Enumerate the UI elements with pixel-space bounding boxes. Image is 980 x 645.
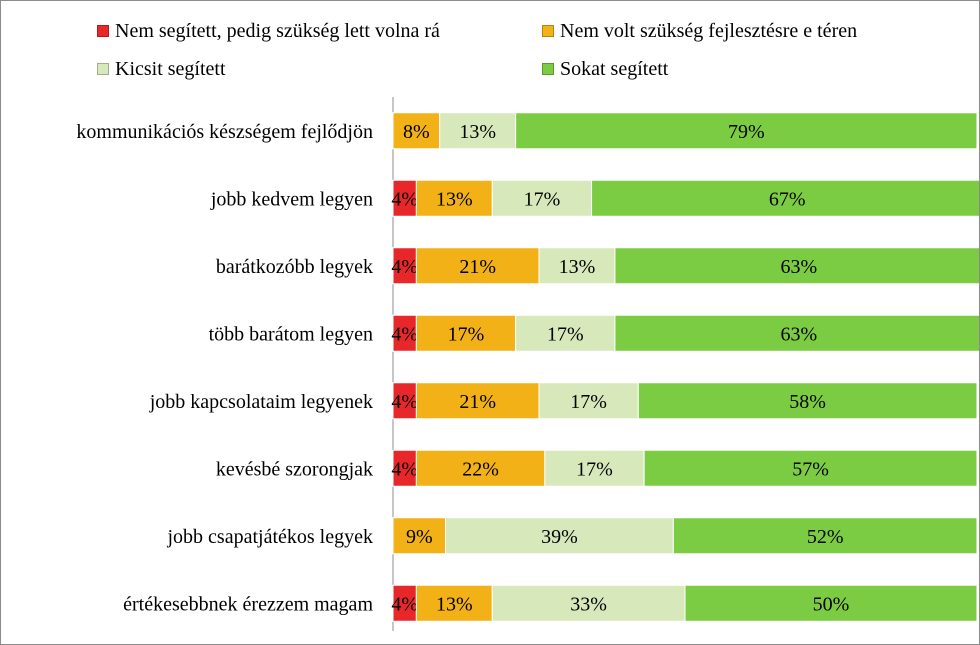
bar-segment-nem-volt-sz-ks-g-fejleszt-sre-e-t-ren xyxy=(415,382,540,420)
data-label: 4% xyxy=(391,256,418,278)
data-label: 17% xyxy=(524,188,561,210)
data-label: 22% xyxy=(462,458,499,480)
category-label: jobb kedvem legyen xyxy=(210,188,373,210)
bar-segment-kicsit-seg-tett xyxy=(544,449,645,487)
category-label: több barátom legyen xyxy=(209,323,373,345)
bar-segment-kicsit-seg-tett xyxy=(538,247,616,285)
data-label: 50% xyxy=(813,593,850,615)
data-label: 57% xyxy=(792,458,829,480)
data-label: 4% xyxy=(391,593,418,615)
bar-segment-nem-volt-sz-ks-g-fejleszt-sre-e-t-ren xyxy=(415,584,493,622)
data-label: 21% xyxy=(459,391,496,413)
bar-segment-sokat-seg-tett xyxy=(591,179,979,217)
legend-label: Sokat segített xyxy=(560,57,669,80)
bar-segment-sokat-seg-tett xyxy=(614,247,979,285)
data-label: 4% xyxy=(391,188,418,210)
data-label: 4% xyxy=(391,391,418,413)
bar-segment-kicsit-seg-tett xyxy=(491,179,593,217)
legend-item-helped-much: Sokat segített xyxy=(542,57,669,80)
legend-item-not-helped-needed: Nem segített, pedig szükség lett volna r… xyxy=(97,19,440,42)
legend-item-no-need: Nem volt szükség fejlesztésre e téren xyxy=(542,19,858,42)
legend-item-helped-little: Kicsit segített xyxy=(97,57,226,80)
data-label: 52% xyxy=(807,526,844,548)
data-label: 9% xyxy=(406,526,433,548)
bar-segment-kicsit-seg-tett xyxy=(515,314,616,352)
category-label: barátkozóbb legyek xyxy=(216,256,373,278)
data-label: 33% xyxy=(570,593,607,615)
data-label: 79% xyxy=(728,121,765,143)
legend-swatch-green xyxy=(542,63,554,75)
legend-label: Kicsit segített xyxy=(115,57,226,80)
data-label: 17% xyxy=(576,458,613,480)
legend-swatch-red xyxy=(97,25,109,37)
category-label: jobb csapatjátékos legyek xyxy=(167,526,374,548)
data-label: 21% xyxy=(459,256,496,278)
bar-segment-kicsit-seg-tett xyxy=(538,382,639,420)
data-label: 63% xyxy=(781,323,818,345)
legend-label: Nem segített, pedig szükség lett volna r… xyxy=(115,19,440,42)
bar-segment-kicsit-seg-tett xyxy=(491,584,686,622)
bar-segment-kicsit-seg-tett xyxy=(439,112,517,150)
bar-segment-sokat-seg-tett xyxy=(684,584,978,622)
data-label: 13% xyxy=(459,121,496,143)
data-label: 63% xyxy=(781,256,818,278)
bar-segment-sokat-seg-tett xyxy=(643,449,978,487)
bar-segment-nem-volt-sz-ks-g-fejleszt-sre-e-t-ren xyxy=(415,449,546,487)
category-label: jobb kapcsolataim legyenek xyxy=(149,391,373,413)
bar-segment-sokat-seg-tett xyxy=(614,314,979,352)
category-label: kommunikációs készségem fejlődjön xyxy=(76,121,373,143)
data-label: 4% xyxy=(391,323,418,345)
category-label: kevésbé szorongjak xyxy=(216,458,373,480)
bar-segment-nem-volt-sz-ks-g-fejleszt-sre-e-t-ren xyxy=(415,179,493,217)
bar-segment-nem-volt-sz-ks-g-fejleszt-sre-e-t-ren xyxy=(415,314,517,352)
data-label: 17% xyxy=(547,323,584,345)
data-label: 58% xyxy=(789,391,826,413)
data-label: 13% xyxy=(436,593,473,615)
bar-segment-nem-volt-sz-ks-g-fejleszt-sre-e-t-ren xyxy=(392,517,447,555)
data-label: 4% xyxy=(391,458,418,480)
data-label: 17% xyxy=(448,323,485,345)
data-label: 67% xyxy=(769,188,806,210)
data-label: 8% xyxy=(403,121,430,143)
bar-segment-sokat-seg-tett xyxy=(672,517,978,555)
category-label: értékesebbnek érezzem magam xyxy=(123,593,373,615)
bar-segment-nem-volt-sz-ks-g-fejleszt-sre-e-t-ren xyxy=(415,247,540,285)
legend-swatch-light-green xyxy=(97,63,109,75)
data-label: 13% xyxy=(559,256,596,278)
bar-segment-sokat-seg-tett xyxy=(515,112,978,150)
data-label: 39% xyxy=(541,526,578,548)
bar-segment-sokat-seg-tett xyxy=(637,382,978,420)
data-label: 17% xyxy=(570,391,607,413)
data-label: 13% xyxy=(436,188,473,210)
legend-swatch-orange xyxy=(542,25,554,37)
legend-label: Nem volt szükség fejlesztésre e téren xyxy=(560,19,858,42)
